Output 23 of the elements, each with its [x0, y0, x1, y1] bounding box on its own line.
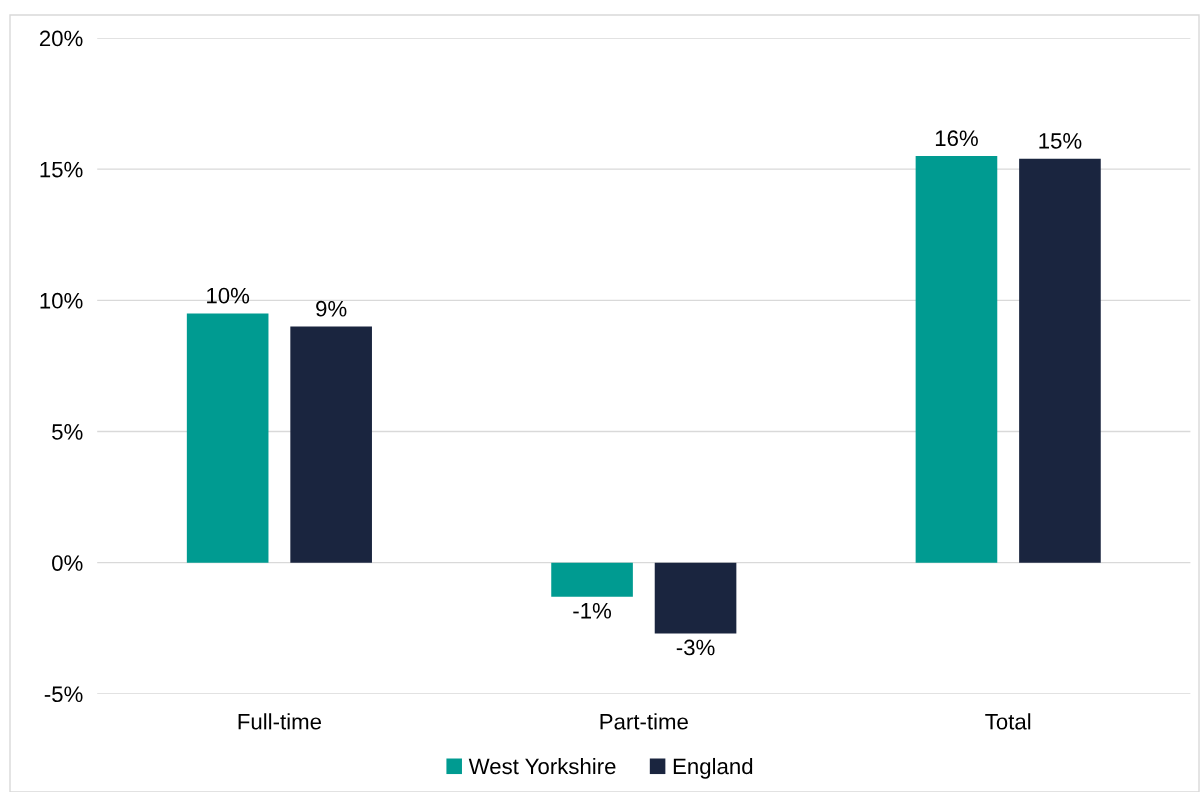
data-label: -1%: [573, 602, 612, 619]
data-label: 9%: [316, 300, 347, 317]
data-label: 15%: [1039, 133, 1082, 149]
x-tick-label: Part-time: [600, 713, 688, 730]
bar: [654, 562, 737, 634]
data-label: -3%: [676, 639, 715, 656]
y-tick-label: 0%: [52, 555, 83, 571]
bar: [290, 326, 372, 563]
y-tick-label: -5%: [44, 686, 83, 703]
y-tick-label: 15%: [40, 161, 83, 178]
data-label: 10%: [207, 287, 250, 304]
data-label: 16%: [935, 130, 978, 147]
x-tick-label: Full-time: [238, 713, 322, 730]
bar: [915, 156, 998, 563]
x-tick-label: Total: [985, 713, 1031, 730]
legend-label: West Yorkshire: [468, 757, 616, 775]
bar: [1019, 158, 1101, 563]
bar: [551, 562, 633, 597]
y-tick-label: 20%: [39, 30, 83, 47]
y-tick-label: 5%: [52, 424, 83, 440]
legend-label: England: [673, 757, 753, 779]
bar: [186, 313, 269, 563]
y-tick-label: 10%: [40, 292, 83, 309]
